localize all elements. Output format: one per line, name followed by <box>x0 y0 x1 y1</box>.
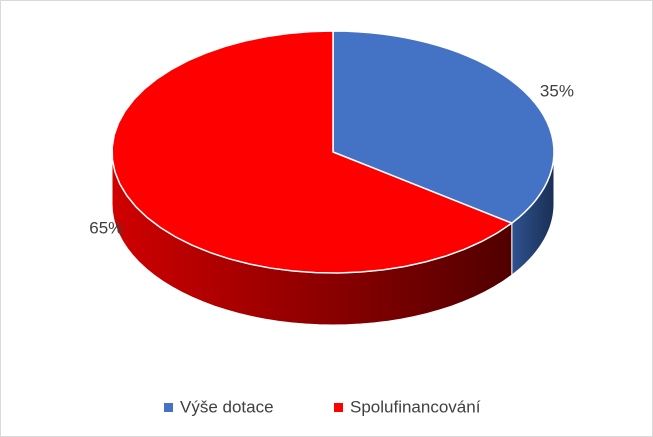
slice <box>332 30 555 224</box>
slice <box>111 30 514 274</box>
data-label: 65% <box>89 218 123 237</box>
legend-label: Výše dotace <box>180 397 274 416</box>
legend-swatch <box>164 403 173 412</box>
legend-label: Spolufinancování <box>350 397 481 416</box>
legend-swatch <box>334 403 343 412</box>
data-label: 35% <box>540 82 574 101</box>
